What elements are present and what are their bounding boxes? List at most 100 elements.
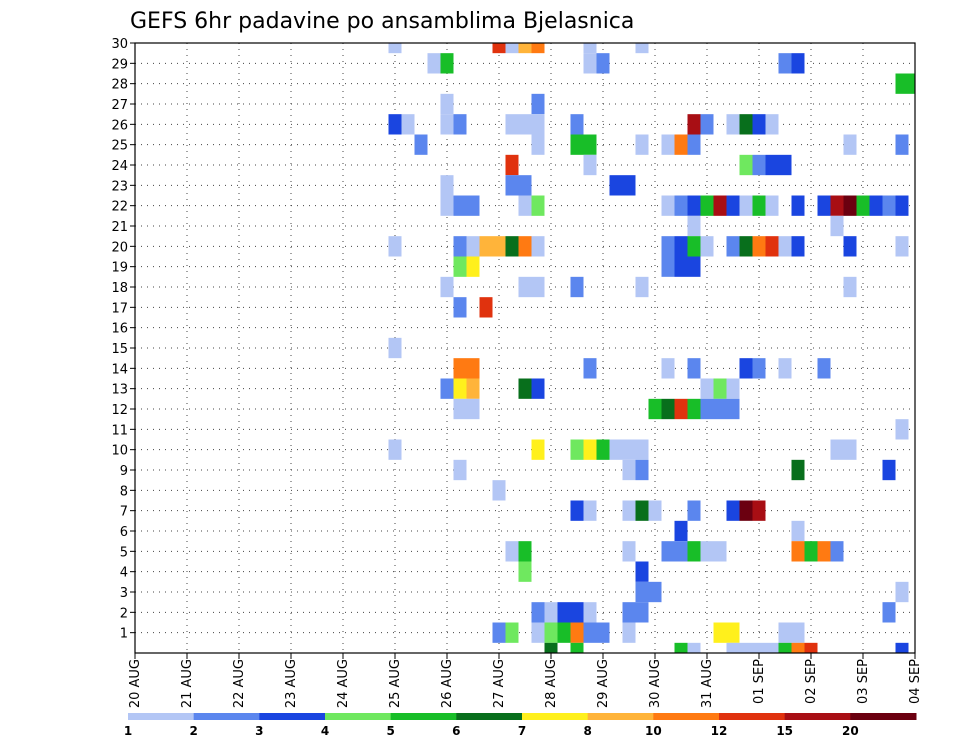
y-tick-label: 23 bbox=[111, 179, 128, 194]
heatmap-cell bbox=[453, 459, 467, 481]
y-tick-label: 26 bbox=[111, 118, 128, 133]
heatmap-cell bbox=[674, 236, 688, 257]
heatmap-cell bbox=[388, 236, 402, 257]
heatmap-cell bbox=[765, 642, 779, 653]
heatmap-cell bbox=[752, 500, 766, 521]
heatmap-cell bbox=[830, 215, 844, 237]
heatmap-cell bbox=[752, 358, 766, 379]
heatmap-cell bbox=[388, 337, 402, 359]
x-tick-label: 24 AUG bbox=[336, 659, 351, 708]
x-tick-label: 22 AUG bbox=[232, 659, 247, 708]
heatmap-cell bbox=[466, 256, 480, 277]
heatmap-cell bbox=[570, 276, 584, 298]
heatmap-cell bbox=[635, 561, 649, 582]
x-tick-label: 21 AUG bbox=[180, 659, 195, 708]
heatmap-cell bbox=[453, 378, 467, 399]
heatmap-cell bbox=[453, 195, 467, 216]
heatmap-cell bbox=[765, 195, 779, 216]
heatmap-cell bbox=[687, 236, 701, 257]
heatmap-cell bbox=[830, 541, 844, 562]
y-tick-label: 22 bbox=[111, 200, 128, 215]
heatmap-cell bbox=[596, 622, 610, 643]
heatmap-cell bbox=[622, 175, 636, 196]
heatmap-cell bbox=[778, 53, 792, 74]
y-tick-label: 28 bbox=[111, 78, 128, 93]
heatmap-cell bbox=[492, 480, 506, 501]
heatmap-cell bbox=[570, 602, 584, 623]
heatmap-cell bbox=[700, 114, 714, 135]
colorbar-label: 5 bbox=[386, 724, 394, 738]
heatmap-cell bbox=[635, 276, 649, 298]
heatmap-cell bbox=[895, 134, 909, 155]
heatmap-cell bbox=[453, 398, 467, 420]
heatmap-cell bbox=[492, 43, 506, 54]
heatmap-cell bbox=[700, 541, 714, 562]
heatmap-cell bbox=[453, 358, 467, 379]
heatmap-cell bbox=[648, 581, 662, 603]
colorbar-label: 7 bbox=[518, 724, 526, 738]
heatmap-cell bbox=[583, 53, 597, 74]
heatmap-cell bbox=[596, 53, 610, 74]
heatmap-cell bbox=[661, 195, 675, 216]
colorbar-label: 12 bbox=[711, 724, 728, 738]
heatmap-cell bbox=[440, 195, 454, 216]
heatmap-cell bbox=[895, 195, 909, 216]
heatmap-cell bbox=[479, 297, 493, 318]
heatmap-cell bbox=[635, 43, 649, 54]
chart-title: GEFS 6hr padavine po ansamblima Bjelasni… bbox=[130, 9, 634, 34]
heatmap-cell bbox=[804, 642, 818, 653]
heatmap-cell bbox=[622, 602, 636, 623]
heatmap-cell bbox=[726, 642, 740, 653]
heatmap-cell bbox=[674, 195, 688, 216]
heatmap-cell bbox=[453, 297, 467, 318]
heatmap-cell bbox=[752, 114, 766, 135]
x-tick-label: 23 AUG bbox=[284, 659, 299, 708]
heatmap-cell bbox=[427, 53, 441, 74]
heatmap-cell bbox=[531, 378, 545, 399]
heatmap-cell bbox=[713, 398, 727, 420]
colorbar-swatch bbox=[653, 713, 720, 720]
heatmap-cell bbox=[518, 195, 532, 216]
heatmap-cell bbox=[531, 93, 545, 115]
x-tick-label: 04 SEP bbox=[908, 659, 923, 704]
heatmap-cell bbox=[505, 236, 519, 257]
heatmap-cell bbox=[596, 439, 610, 460]
heatmap-cell bbox=[518, 43, 532, 54]
heatmap-cell bbox=[505, 154, 519, 176]
heatmap-cell bbox=[570, 439, 584, 460]
heatmap-cell bbox=[609, 175, 623, 196]
heatmap-cell bbox=[622, 541, 636, 562]
colorbar-swatch bbox=[522, 713, 589, 720]
heatmap-cell bbox=[440, 175, 454, 196]
y-tick-label: 19 bbox=[111, 261, 128, 276]
heatmap-cell bbox=[791, 236, 805, 257]
heatmap-cell bbox=[843, 134, 857, 155]
heatmap-cell bbox=[518, 175, 532, 196]
heatmap-cell bbox=[687, 215, 701, 237]
y-tick-label: 8 bbox=[120, 484, 128, 499]
heatmap-cell bbox=[726, 195, 740, 216]
heatmap-cell bbox=[778, 622, 792, 643]
heatmap-cell bbox=[440, 378, 454, 399]
heatmap-cell bbox=[570, 622, 584, 643]
heatmap-cell bbox=[856, 195, 870, 216]
heatmap-cell bbox=[583, 134, 597, 155]
heatmap-cell bbox=[466, 358, 480, 379]
heatmap-cell bbox=[843, 439, 857, 460]
heatmap-cell bbox=[739, 642, 753, 653]
heatmap-cell bbox=[440, 53, 454, 74]
x-axis: 20 AUG 21 AUG 22 AUG 23 AUG 24 AUG 25 AUG 26 A… bbox=[128, 653, 923, 708]
heatmap-cell bbox=[661, 256, 675, 277]
heatmap-cell bbox=[492, 236, 506, 257]
heatmap-cell bbox=[895, 642, 909, 653]
y-tick-label: 3 bbox=[120, 586, 128, 601]
heatmap-cell bbox=[531, 622, 545, 643]
heatmap-cell bbox=[687, 134, 701, 155]
heatmap-cell bbox=[687, 114, 701, 135]
heatmap-cell bbox=[492, 622, 506, 643]
heatmap-cell bbox=[531, 134, 545, 155]
colorbar-label: 6 bbox=[452, 724, 460, 738]
heatmap-cell bbox=[544, 642, 558, 653]
heatmap-cell bbox=[531, 602, 545, 623]
colorbar-label: 1 bbox=[124, 724, 132, 738]
